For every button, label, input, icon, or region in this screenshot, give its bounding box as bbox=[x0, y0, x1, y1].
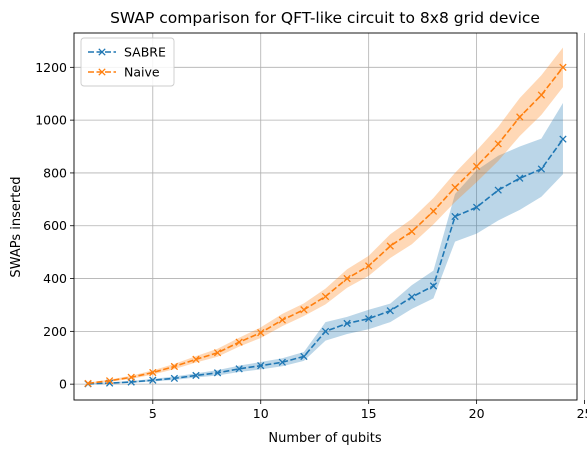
x-tick-label: 5 bbox=[149, 406, 157, 421]
x-axis-label: Number of qubits bbox=[268, 431, 381, 446]
legend-label-sabre: SABRE bbox=[124, 45, 166, 60]
point-naive bbox=[213, 349, 222, 357]
y-tick-label: 800 bbox=[43, 165, 67, 180]
y-tick-label: 200 bbox=[43, 324, 67, 339]
point-naive bbox=[494, 140, 502, 148]
point-naive bbox=[472, 162, 481, 170]
legend: SABRE Naive bbox=[80, 37, 175, 87]
point-naive bbox=[300, 306, 308, 314]
grid bbox=[74, 33, 585, 400]
y-tick-label: 0 bbox=[59, 377, 67, 392]
point-sabre bbox=[257, 362, 265, 370]
point-sabre bbox=[149, 376, 157, 384]
point-sabre bbox=[472, 203, 481, 211]
point-sabre bbox=[235, 365, 243, 373]
plot-frame bbox=[73, 32, 578, 401]
legend-item-sabre: SABRE bbox=[88, 45, 166, 60]
point-naive bbox=[149, 368, 157, 377]
x-tick-label: 15 bbox=[361, 406, 377, 421]
point-sabre bbox=[321, 327, 330, 336]
y-tick-label: 1200 bbox=[35, 60, 67, 75]
point-sabre bbox=[537, 165, 546, 173]
point-sabre bbox=[213, 369, 222, 377]
point-naive bbox=[516, 113, 524, 121]
x-tick-label: 10 bbox=[253, 406, 269, 421]
legend-item-naive: Naive bbox=[88, 65, 160, 80]
chart-title: SWAP comparison for QFT-like circuit to … bbox=[110, 9, 540, 27]
point-naive bbox=[429, 207, 438, 215]
y-tick-label: 400 bbox=[43, 271, 67, 286]
point-sabre bbox=[516, 174, 524, 182]
point-naive bbox=[365, 262, 373, 270]
point-naive bbox=[386, 242, 394, 250]
point-naive bbox=[192, 355, 200, 363]
point-sabre bbox=[343, 319, 351, 328]
point-sabre bbox=[429, 282, 438, 290]
axis-ticks: 5 10 15 20 25 0 200 400 600 800 1000 1200 bbox=[35, 60, 587, 421]
x-tick-label: 25 bbox=[577, 406, 587, 421]
point-sabre bbox=[170, 374, 179, 383]
point-naive bbox=[537, 91, 546, 99]
point-naive bbox=[451, 183, 459, 192]
point-naive bbox=[170, 362, 179, 371]
point-sabre bbox=[559, 135, 567, 143]
y-tick-label: 600 bbox=[43, 218, 67, 233]
point-naive bbox=[84, 379, 92, 388]
point-naive bbox=[257, 329, 265, 337]
band-sabre bbox=[88, 102, 563, 385]
point-sabre bbox=[494, 186, 502, 194]
point-sabre bbox=[192, 371, 200, 380]
point-sabre bbox=[451, 212, 459, 221]
point-sabre bbox=[365, 315, 373, 323]
point-naive bbox=[235, 338, 243, 346]
y-tick-label: 1000 bbox=[35, 113, 67, 128]
confidence-bands bbox=[88, 47, 563, 385]
series-lines bbox=[84, 63, 567, 388]
point-sabre bbox=[408, 293, 416, 301]
point-naive bbox=[343, 274, 351, 283]
point-naive bbox=[321, 292, 330, 301]
legend-label-naive: Naive bbox=[124, 65, 160, 80]
point-sabre bbox=[386, 307, 394, 315]
point-naive bbox=[127, 373, 135, 381]
point-sabre bbox=[300, 352, 308, 361]
point-naive bbox=[559, 63, 567, 71]
point-naive bbox=[105, 377, 114, 385]
point-naive bbox=[278, 316, 286, 324]
point-sabre bbox=[278, 358, 286, 366]
y-axis-label: SWAPs inserted bbox=[9, 176, 24, 277]
x-tick-label: 20 bbox=[469, 406, 485, 421]
point-naive bbox=[408, 227, 416, 236]
